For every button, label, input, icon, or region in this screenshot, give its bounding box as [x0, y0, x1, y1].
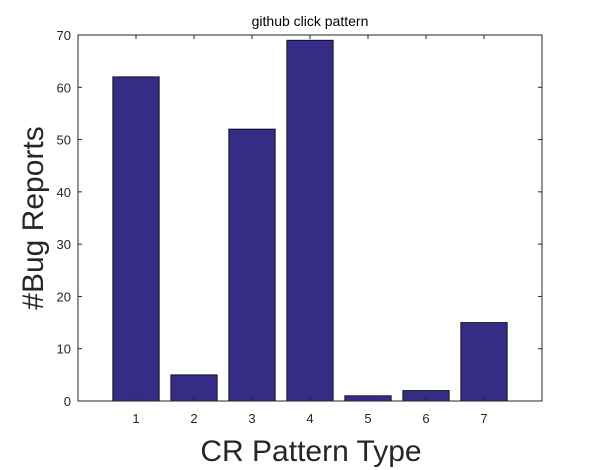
x-tick-label-1: 1: [132, 411, 139, 426]
x-tick-label-3: 3: [248, 411, 255, 426]
bar-1: [112, 76, 160, 402]
y-tick-label-60: 60: [57, 80, 71, 95]
y-axis-label: #Bug Reports: [17, 126, 50, 309]
x-ticks: 1 2 3 4 5 6 7: [132, 35, 488, 426]
x-tick-label-5: 5: [364, 411, 371, 426]
bar-2: [170, 374, 218, 402]
bar-3: [228, 128, 276, 402]
x-tick-label-6: 6: [422, 411, 429, 426]
plot-frame: [77, 34, 543, 402]
y-tick-label-40: 40: [57, 185, 71, 200]
x-tick-label-2: 2: [190, 411, 197, 426]
bar-7: [460, 322, 508, 402]
y-tick-label-50: 50: [57, 133, 71, 148]
y-tick-label-0: 0: [64, 394, 71, 409]
y-ticks: 0 10 20 30 40 50 60 70: [57, 28, 542, 409]
y-tick-label-30: 30: [57, 237, 71, 252]
chart-title: github click pattern: [252, 13, 369, 29]
y-tick-label-20: 20: [57, 289, 71, 304]
bar-4: [286, 39, 334, 402]
x-tick-label-4: 4: [306, 411, 313, 426]
bars: [112, 39, 508, 402]
y-tick-label-10: 10: [57, 342, 71, 357]
x-tick-label-7: 7: [480, 411, 487, 426]
y-tick-label-70: 70: [57, 28, 71, 43]
x-axis-label: CR Pattern Type: [200, 435, 421, 468]
